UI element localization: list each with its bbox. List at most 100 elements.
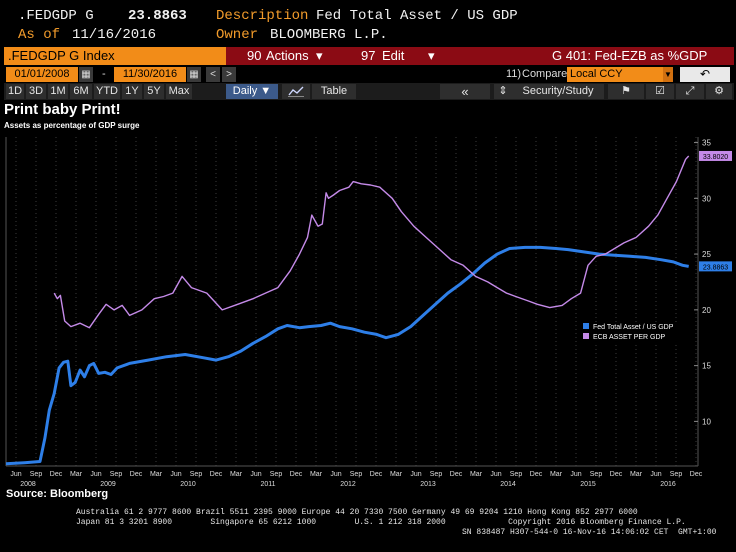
date-bar: 01/01/2008 ▦ - 11/30/2016 ▦ < > 11) Comp… [4, 66, 734, 83]
last-value-label: 33.8020 [703, 154, 728, 161]
x-tick-label: Mar [470, 471, 483, 478]
edit-dropdown-icon[interactable]: ▾ [428, 48, 435, 63]
period-6m-button[interactable]: 6M [70, 84, 92, 99]
chart-title: Print baby Print! [4, 101, 121, 118]
series: 23.8863 33.8020 [5, 150, 732, 466]
title-bar: .FEDGDP G Index 90 Actions ▾ 97 Edit ▾ G… [4, 47, 734, 65]
last-value-label: 23.8863 [703, 264, 728, 271]
footer: Australia 61 2 9777 8600 Brazil 5511 239… [0, 504, 736, 552]
x-tick-label: Sep [510, 471, 523, 478]
frequency-daily-select[interactable]: Daily ▼ [226, 84, 278, 99]
actions-menu[interactable]: Actions [266, 48, 309, 63]
x-tick-label: Sep [430, 471, 443, 478]
x-tick-label: Jun [170, 471, 181, 478]
period-ytd-button[interactable]: YTD [94, 84, 120, 99]
period-3d-button[interactable]: 3D [26, 84, 46, 99]
ticker: .FEDGDP G [18, 8, 94, 24]
legend: Fed Total Asset / US GDP ECB ASSET PER GD… [580, 322, 692, 344]
period-1y-button[interactable]: 1Y [122, 84, 142, 99]
x-tick-label: Mar [70, 471, 83, 478]
start-calendar-icon[interactable]: ▦ [79, 67, 93, 82]
period-1m-button[interactable]: 1M [48, 84, 68, 99]
security-study-button[interactable]: Security/Study [512, 84, 604, 99]
x-tick-label: Sep [350, 471, 363, 478]
description: Fed Total Asset / US GDP [316, 8, 518, 24]
table-button[interactable]: Table [312, 84, 356, 99]
actions-dropdown-icon[interactable]: ▾ [316, 48, 323, 63]
x-tick-label: Mar [230, 471, 243, 478]
footer-contacts-2: Japan 81 3 3201 8900 Singapore 65 6212 1… [76, 518, 686, 527]
chart-subtitle: Assets as percentage of GDP surge [4, 121, 140, 130]
edit-menu[interactable]: Edit [382, 48, 405, 63]
legend-entry: ECB ASSET PER GDP [593, 334, 666, 341]
edit-num: 97 [361, 48, 376, 63]
x-tick-label: Mar [390, 471, 403, 478]
security-study-icon[interactable]: ⇕ [494, 84, 512, 99]
start-date-input[interactable]: 01/01/2008 [6, 67, 78, 82]
x-tick-label: Mar [310, 471, 323, 478]
x-tick-label: Sep [270, 471, 283, 478]
y-tick-label: 25 [702, 250, 711, 259]
x-tick-label: Jun [10, 471, 21, 478]
expand-icon[interactable]: ⤢ [676, 84, 704, 99]
legend-entry: Fed Total Asset / US GDP [593, 324, 674, 331]
grid [15, 137, 697, 466]
currency-dropdown-icon[interactable]: ▼ [663, 67, 673, 82]
graph-name: G 401: Fed-EZB as %GDP [552, 48, 708, 63]
source-note: Source: Bloomberg [6, 488, 109, 500]
x-tick-label: Dec [530, 471, 543, 478]
annotate-icon[interactable]: ☑ [646, 84, 674, 99]
asof-date: 11/16/2016 [72, 27, 157, 43]
x-year-label: 2012 [340, 481, 356, 488]
x-tick-label: Jun [490, 471, 501, 478]
x-tick-label: Sep [110, 471, 123, 478]
period-1d-button[interactable]: 1D [6, 84, 24, 99]
y-tick-label: 35 [702, 139, 711, 148]
prev-period-button[interactable]: < [206, 67, 220, 82]
x-tick-label: Sep [30, 471, 43, 478]
period-bar: 1D 3D 1M 6M YTD 1Y 5Y Max Daily ▼ Table … [4, 83, 734, 100]
last-value-tag [699, 150, 732, 161]
x-year-label: 2013 [420, 481, 436, 488]
x-tick-label: Dec [130, 471, 143, 478]
x-tick-label: Mar [630, 471, 643, 478]
end-calendar-icon[interactable]: ▦ [187, 67, 201, 82]
line-chart-icon[interactable] [282, 84, 310, 99]
next-period-button[interactable]: > [222, 67, 236, 82]
date-dash: - [102, 68, 106, 80]
x-tick-label: Dec [450, 471, 463, 478]
y-tick-label: 15 [702, 362, 711, 371]
description-label: Description [216, 8, 309, 24]
x-year-label: 2016 [660, 481, 676, 488]
security-header: .FEDGDP G 23.8863 Description Fed Total … [0, 0, 736, 46]
x-tick-label: Mar [550, 471, 563, 478]
end-date-input[interactable]: 11/30/2016 [114, 67, 186, 82]
last-value-tag [699, 261, 732, 272]
period-max-button[interactable]: Max [166, 84, 192, 99]
x-tick-label: Sep [590, 471, 603, 478]
legend-box [580, 322, 692, 344]
x-tick-label: Jun [410, 471, 421, 478]
series-line-ecb [53, 155, 690, 329]
legend-swatch [583, 323, 589, 329]
back-button[interactable]: ↶ [680, 67, 730, 82]
currency-select[interactable]: Local CCY [567, 67, 663, 82]
owner-label: Owner [216, 27, 259, 43]
collapse-button[interactable]: « [440, 84, 490, 99]
period-5y-button[interactable]: 5Y [144, 84, 164, 99]
x-tick-label: Mar [150, 471, 163, 478]
x-tick-label: Dec [690, 471, 703, 478]
flag-icon[interactable]: ⚑ [608, 84, 644, 99]
x-year-label: 2011 [260, 481, 275, 488]
footer-contacts-1: Australia 61 2 9777 8600 Brazil 5511 239… [76, 508, 638, 517]
x-tick-label: Jun [90, 471, 101, 478]
x-tick-label: Jun [570, 471, 581, 478]
gear-icon[interactable]: ⚙ [706, 84, 732, 99]
compare-button[interactable]: Compare [522, 68, 568, 80]
legend-swatch [583, 333, 589, 339]
x-year-label: 2015 [580, 481, 596, 488]
x-tick-label: Dec [370, 471, 383, 478]
x-tick-label: Jun [250, 471, 261, 478]
y-tick-label: 20 [702, 306, 711, 315]
